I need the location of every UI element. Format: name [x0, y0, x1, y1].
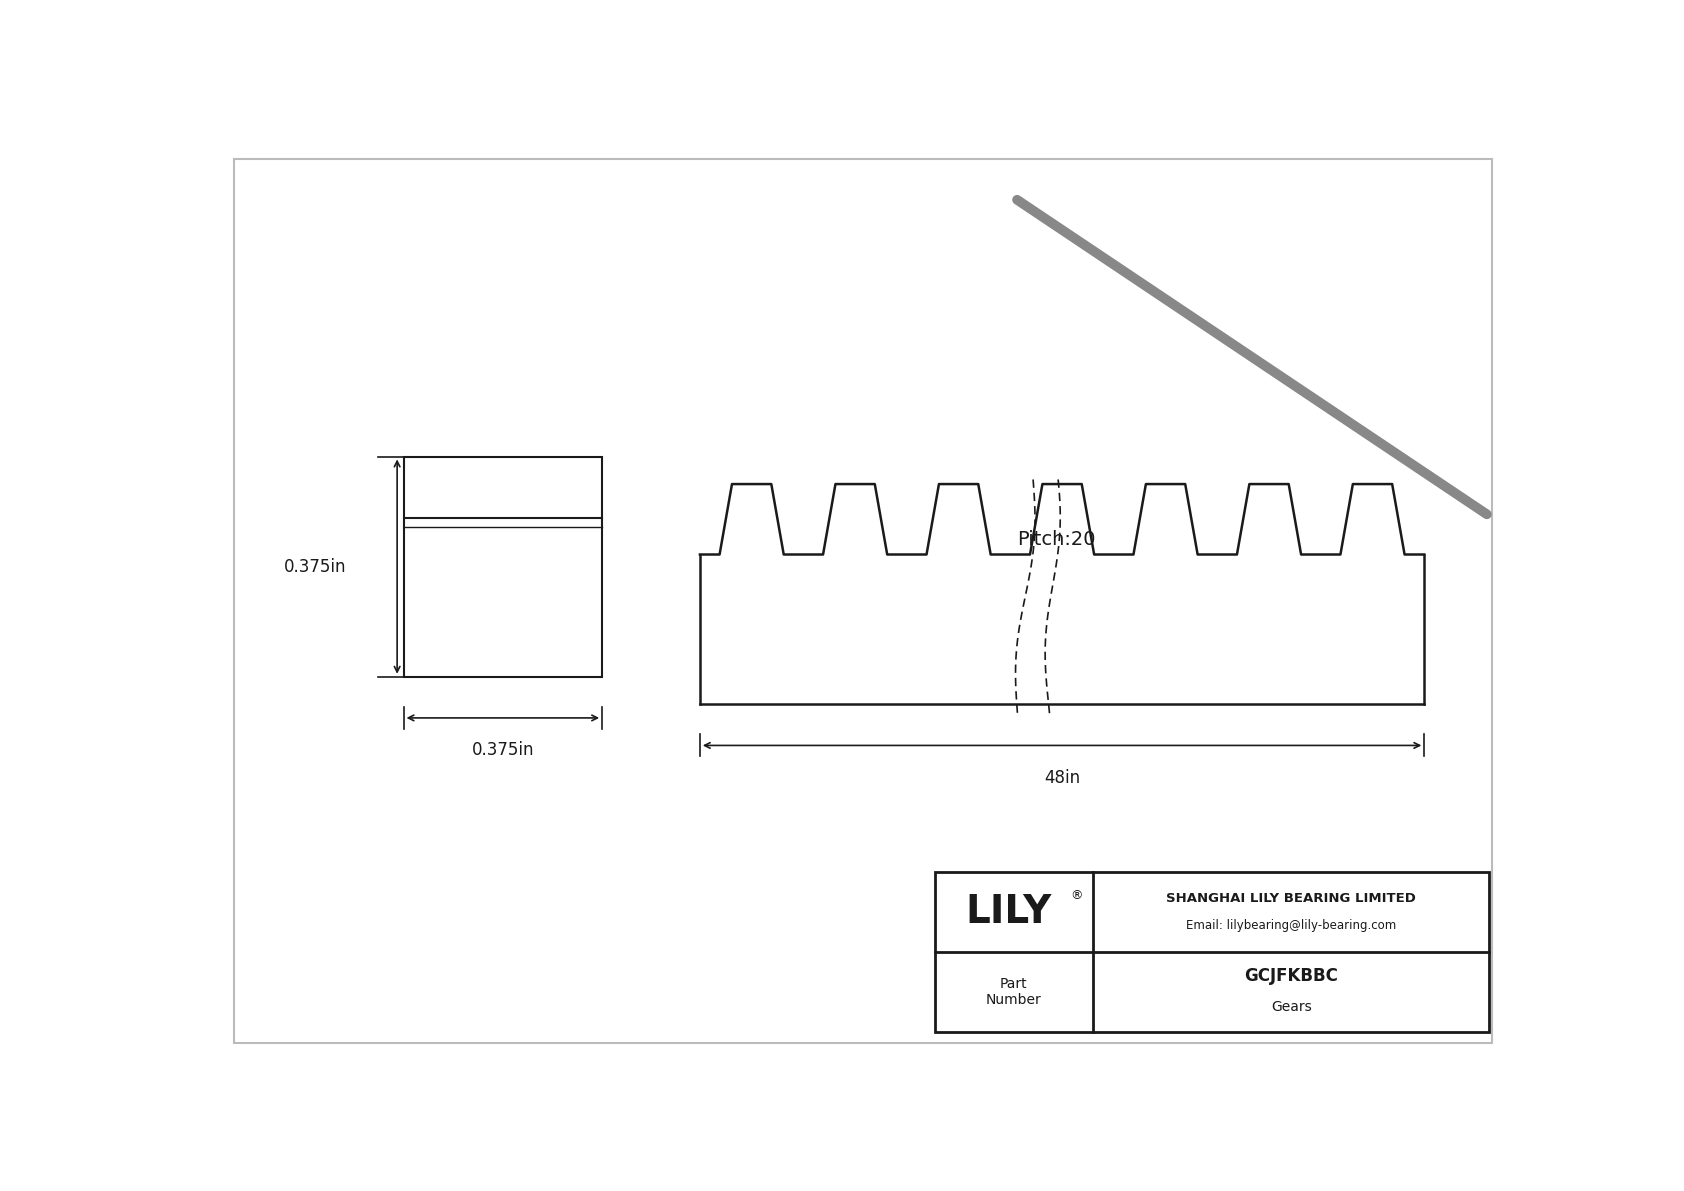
Text: 48in: 48in [1044, 768, 1079, 786]
Text: LILY: LILY [965, 893, 1052, 931]
Text: SHANGHAI LILY BEARING LIMITED: SHANGHAI LILY BEARING LIMITED [1167, 892, 1416, 905]
Text: Pitch:20: Pitch:20 [1017, 530, 1096, 549]
Text: ®: ® [1071, 890, 1083, 902]
Text: GCJFKBBC: GCJFKBBC [1244, 967, 1339, 985]
Text: 0.375in: 0.375in [472, 741, 534, 759]
Text: 0.375in: 0.375in [283, 557, 347, 575]
Text: Email: lilybearing@lily-bearing.com: Email: lilybearing@lily-bearing.com [1186, 919, 1396, 933]
Text: Gears: Gears [1271, 1000, 1312, 1014]
Text: Part
Number: Part Number [987, 978, 1042, 1008]
